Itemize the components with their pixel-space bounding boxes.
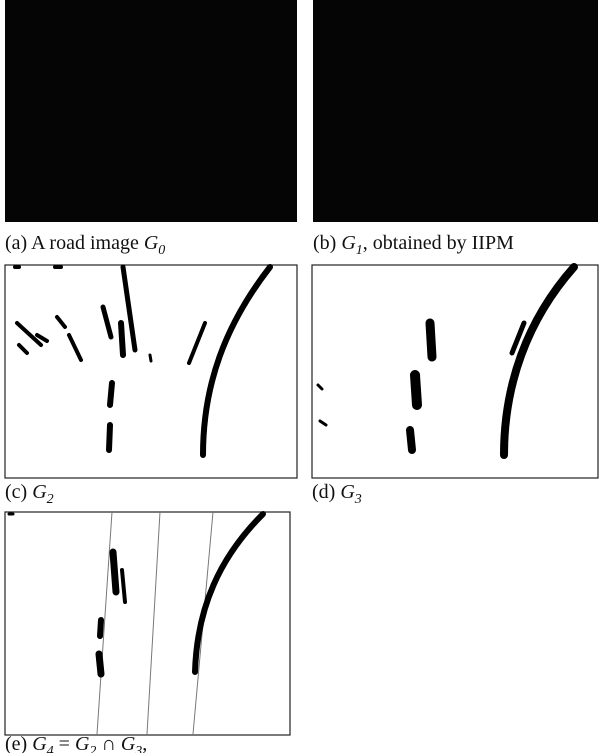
caption-part: G	[75, 733, 90, 753]
caption-part: (d)	[312, 481, 340, 503]
g3-panel	[311, 263, 599, 479]
caption-part: (e)	[5, 733, 32, 753]
caption-part: , obtained by IIPM	[363, 232, 514, 254]
caption: (e) G4 = G2 ∩ G3,	[5, 733, 147, 753]
caption-part: (c)	[5, 481, 32, 503]
caption: (a) A road image G0	[5, 232, 165, 258]
caption: (b) G1, obtained by IIPM	[313, 232, 514, 258]
caption-part: 2	[89, 744, 96, 753]
caption-part: G	[144, 232, 159, 254]
caption-part: ∩	[96, 733, 120, 753]
caption-part: 1	[356, 243, 363, 258]
ipm-image	[313, 0, 598, 222]
caption-part: 2	[47, 492, 54, 507]
caption-part: =	[54, 733, 75, 753]
caption: (c) G2	[5, 481, 54, 507]
road-image	[5, 0, 297, 222]
caption-part: 3	[134, 744, 142, 753]
caption-part: 4	[47, 744, 54, 753]
caption-part: (b)	[313, 232, 341, 254]
caption-part: G	[32, 481, 47, 503]
caption: (d) G3	[312, 481, 362, 507]
caption-part: G	[32, 733, 47, 753]
caption-part: 3	[354, 492, 362, 507]
caption-part: (a) A road image	[5, 232, 144, 254]
caption-part: 0	[158, 243, 165, 258]
caption-part: G	[121, 733, 136, 753]
caption-part: G	[340, 481, 355, 503]
g2-panel	[4, 264, 298, 479]
caption-part: G	[341, 232, 356, 254]
g4-panel	[4, 511, 291, 736]
caption-part: ,	[142, 733, 147, 753]
